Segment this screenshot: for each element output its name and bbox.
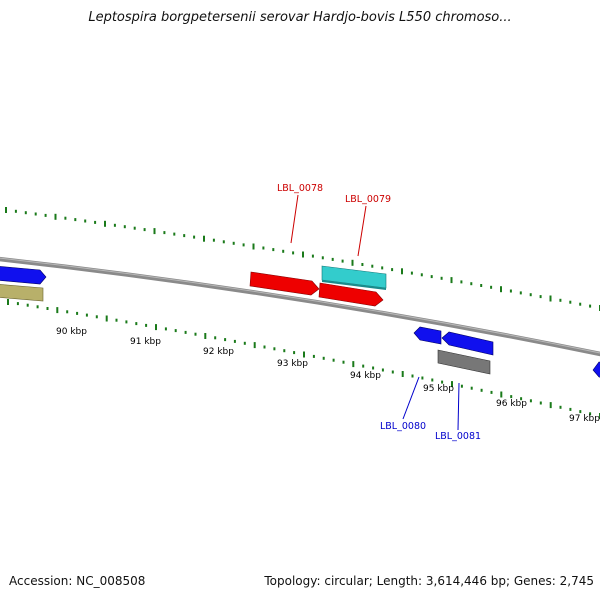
scale-label-93: 93 kbp xyxy=(277,359,308,369)
tick-row-lower xyxy=(7,299,600,419)
leader-line-lbl-0080 xyxy=(402,376,420,420)
scale-label-95: 95 kbp xyxy=(423,384,454,394)
scale-label-94: 94 kbp xyxy=(350,371,381,381)
gene-label-lbl-0079[interactable]: LBL_0079 xyxy=(345,194,391,205)
feature-bar-gray[interactable] xyxy=(437,349,491,375)
gene-label-lbl-0080[interactable]: LBL_0080 xyxy=(380,421,426,432)
gene-arrow-left-blue[interactable] xyxy=(0,266,47,285)
scale-label-92: 92 kbp xyxy=(203,347,234,357)
gene-label-lbl-0081[interactable]: LBL_0081 xyxy=(435,431,481,442)
scale-label-97: 97 kbp xyxy=(569,414,600,424)
accession-text: Accession: NC_008508 xyxy=(9,574,146,588)
gene-label-lbl-0078[interactable]: LBL_0078 xyxy=(277,183,323,194)
genome-stats-text: Topology: circular; Length: 3,614,446 bp… xyxy=(264,574,594,588)
gene-arrow-lbl-0081[interactable] xyxy=(441,331,494,356)
tick-row-upper xyxy=(5,207,600,311)
scale-label-91: 91 kbp xyxy=(130,337,161,347)
gene-arrow-right-edge[interactable] xyxy=(592,361,600,378)
leader-line-lbl-0078 xyxy=(290,194,299,244)
leader-line-lbl-0081 xyxy=(457,382,460,431)
scale-labels: 90 kbp 91 kbp 92 kbp 93 kbp 94 kbp 95 kb… xyxy=(56,327,600,424)
scale-label-96: 96 kbp xyxy=(496,399,527,409)
gene-bar-left-olive[interactable] xyxy=(0,284,44,302)
scale-label-90: 90 kbp xyxy=(56,327,87,337)
gene-arrow-lbl-0078[interactable] xyxy=(249,271,320,296)
gene-arrow-lbl-0079[interactable] xyxy=(318,282,384,307)
map-title: Leptospira borgpetersenii serovar Hardjo… xyxy=(88,10,512,25)
chromosome-backbone xyxy=(0,256,600,357)
gene-arrow-lbl-0080[interactable] xyxy=(413,326,442,345)
leader-line-lbl-0079 xyxy=(357,205,367,257)
feature-bar-cyan-shade xyxy=(322,280,386,290)
chromosome-backbone-highlight xyxy=(0,257,600,354)
